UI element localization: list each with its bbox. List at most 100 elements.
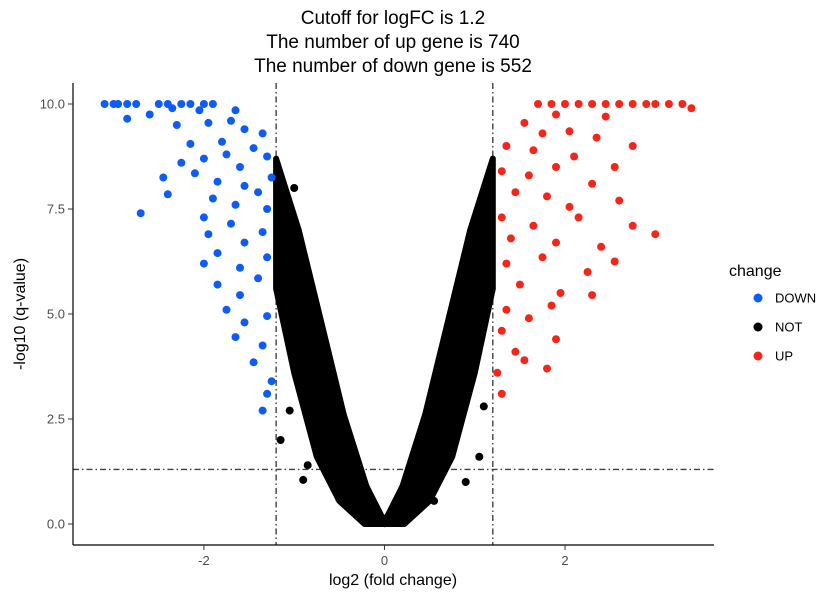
point-down-60 (263, 389, 272, 398)
point-not-25 (303, 461, 312, 470)
legend-label-up: UP (775, 349, 793, 364)
point-up-5 (588, 100, 597, 108)
point-not-5 (403, 488, 411, 497)
point-down-9 (186, 100, 195, 108)
point-down-11 (208, 100, 217, 108)
point-up-9 (642, 100, 651, 108)
point-down-51 (236, 291, 244, 300)
x-axis-title: log2 (fold change) (329, 572, 457, 589)
title-line-3: The number of down gene is 552 (254, 56, 532, 77)
point-up-15 (552, 110, 560, 119)
point-not-21 (487, 184, 495, 192)
point-up-57 (497, 389, 506, 398)
y-ticks: 0.0 2.5 5.0 7.5 10.0 (40, 97, 73, 532)
x-tick-label-2: 0 (381, 553, 388, 568)
legend-key-down (753, 293, 763, 303)
point-up-47 (588, 291, 597, 300)
point-not-31 (461, 478, 470, 486)
x-ticks: -2 0 2 (198, 545, 569, 568)
point-up-31 (565, 202, 574, 211)
point-up-26 (524, 171, 533, 180)
point-not-26 (285, 406, 294, 415)
point-up-20 (628, 142, 637, 150)
point-down-1 (100, 100, 109, 108)
point-up-4 (574, 100, 583, 108)
point-up-19 (592, 133, 601, 142)
point-down-41 (227, 219, 235, 228)
point-not-13 (461, 326, 470, 335)
point-not-3 (387, 515, 396, 523)
point-up-40 (651, 230, 660, 239)
point-down-54 (240, 318, 249, 327)
point-not-10 (312, 373, 321, 381)
point-down-21 (258, 129, 267, 138)
point-down-10 (199, 100, 208, 108)
point-down-23 (218, 137, 226, 146)
point-down-19 (227, 116, 235, 125)
point-up-28 (588, 179, 597, 188)
point-down-33 (240, 181, 249, 190)
point-up-30 (543, 192, 551, 201)
point-up-32 (615, 196, 624, 205)
point-down-3 (114, 100, 123, 108)
point-up-27 (552, 163, 560, 171)
point-not-19 (484, 207, 493, 216)
legend-title: change (729, 263, 782, 280)
legend-label-down: DOWN (775, 291, 816, 306)
point-down-57 (258, 341, 267, 350)
point-up-34 (529, 221, 538, 230)
point-down-28 (236, 163, 244, 171)
point-up-16 (520, 118, 529, 127)
point-down-44 (240, 238, 249, 247)
point-down-8 (177, 100, 186, 108)
point-down-59 (267, 377, 276, 386)
point-up-14 (601, 112, 610, 121)
point-up-46 (556, 289, 565, 297)
title-line-2: The number of up gene is 740 (266, 32, 520, 53)
point-up-51 (552, 335, 560, 344)
point-up-52 (497, 326, 506, 335)
point-not-11 (448, 370, 457, 379)
data-points (100, 100, 696, 528)
point-down-34 (267, 173, 276, 182)
point-up-39 (597, 242, 606, 251)
point-up-41 (502, 259, 511, 268)
legend: change DOWN NOT UP (729, 263, 816, 364)
point-down-35 (163, 190, 172, 199)
point-up-43 (583, 268, 592, 276)
point-up-38 (552, 238, 560, 247)
point-up-56 (543, 364, 551, 373)
point-down-31 (190, 169, 199, 178)
point-not-24 (475, 452, 484, 461)
y-tick-label-2: 2.5 (47, 412, 65, 427)
legend-key-not (753, 322, 763, 332)
point-not-12 (299, 331, 308, 339)
point-down-58 (249, 358, 258, 367)
point-up-49 (524, 314, 533, 323)
point-down-14 (168, 104, 177, 113)
point-down-15 (195, 106, 204, 115)
point-down-48 (236, 263, 244, 272)
point-up-25 (497, 167, 506, 176)
point-up-21 (502, 142, 511, 150)
y-tick-label-4: 7.5 (47, 202, 65, 217)
point-not-14 (290, 289, 299, 297)
point-down-37 (231, 200, 240, 209)
point-down-39 (136, 209, 145, 218)
point-down-50 (213, 280, 222, 289)
point-down-17 (172, 121, 181, 129)
chart-title: Cutoff for logFC is 1.2 The number of up… (254, 8, 532, 77)
point-down-53 (222, 305, 231, 314)
point-down-25 (177, 158, 186, 167)
point-down-38 (254, 188, 263, 197)
point-down-47 (213, 249, 222, 258)
point-not-29 (430, 496, 439, 505)
point-not-20 (273, 173, 282, 182)
point-up-53 (511, 347, 520, 356)
point-not-18 (276, 205, 285, 213)
point-not-17 (479, 242, 488, 251)
cutoff-lines (73, 83, 714, 545)
point-down-12 (123, 114, 132, 123)
point-up-37 (506, 234, 515, 243)
point-down-32 (213, 177, 222, 186)
